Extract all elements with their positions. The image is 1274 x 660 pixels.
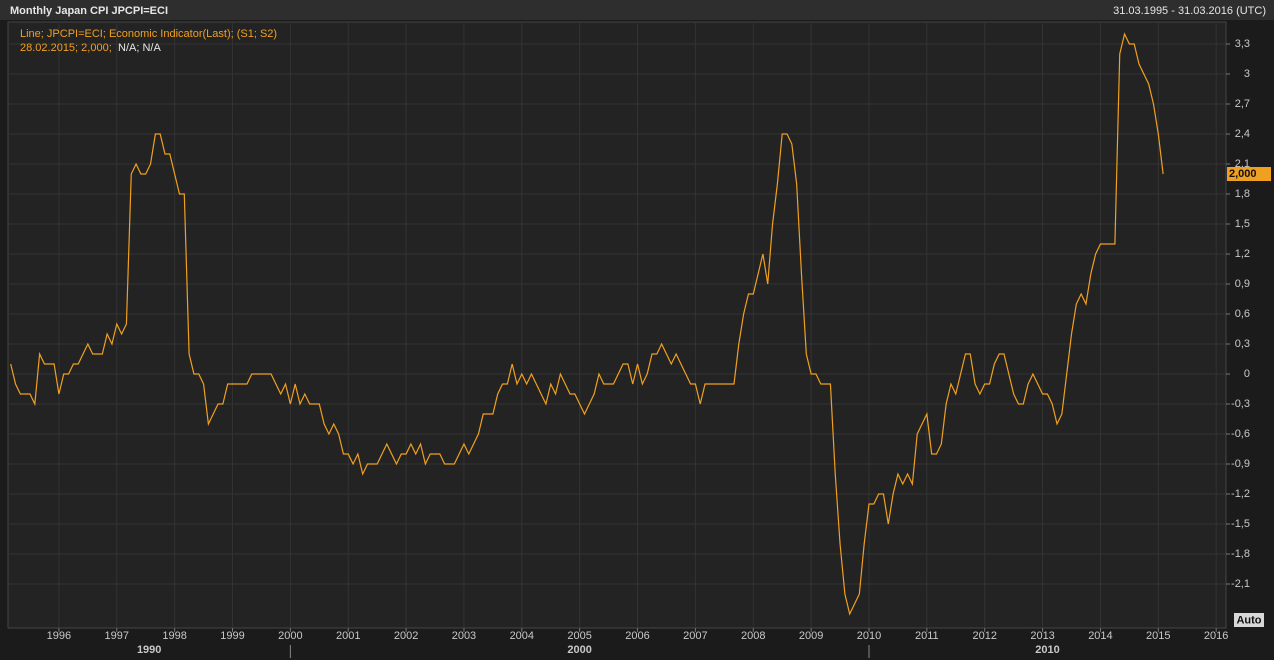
x-tick-label: 2012 — [972, 630, 996, 642]
auto-button[interactable] — [1234, 613, 1264, 627]
series-line — [10, 32, 1164, 616]
y-tick-label: -2,1 — [1231, 578, 1250, 590]
x-tick-label: 2011 — [915, 630, 939, 642]
y-tick-label: 1,2 — [1235, 248, 1250, 260]
y-tick-label: 0,3 — [1235, 338, 1250, 350]
y-tick-label: 3 — [1244, 68, 1250, 80]
x-tick-label: 2010 — [857, 630, 881, 642]
x-tick-label: 2003 — [452, 630, 476, 642]
x-tick-label: 2013 — [1030, 630, 1054, 642]
chart-title: Monthly Japan CPI JPCPI=ECI — [10, 5, 168, 17]
legend-extra: N/A; N/A — [118, 42, 161, 54]
y-tick-label: -1,2 — [1231, 488, 1250, 500]
y-tick-label: -0,9 — [1231, 458, 1250, 470]
x-tick-label: 2000 — [278, 630, 302, 642]
y-tick-label: 3,3 — [1235, 38, 1250, 50]
plot-area — [7, 21, 1227, 629]
y-tick-label: -0,3 — [1231, 398, 1250, 410]
x-tick-label: 1997 — [105, 630, 129, 642]
y-tick-label: 2,7 — [1235, 98, 1250, 110]
y-tick-label: -1,5 — [1231, 518, 1250, 530]
x-tick-label: 2002 — [394, 630, 418, 642]
x-tick-label: 2004 — [510, 630, 534, 642]
y-tick-label: 0,6 — [1235, 308, 1250, 320]
marks — [10, 32, 1164, 616]
grid — [8, 22, 1230, 632]
x-tick-label: 2016 — [1204, 630, 1228, 642]
y-tick-label: -1,8 — [1231, 548, 1250, 560]
header-bar — [0, 0, 1274, 20]
decade-label: 1990 — [137, 644, 161, 656]
y-tick-label: 2,1 — [1235, 158, 1250, 170]
decade-label: 2000 — [567, 644, 591, 656]
y-tick-label: 0 — [1244, 368, 1250, 380]
x-tick-label: 1996 — [47, 630, 71, 642]
x-tick-label: 2007 — [683, 630, 707, 642]
x-tick-label: 2014 — [1088, 630, 1112, 642]
x-tick-label: 2009 — [799, 630, 823, 642]
y-tick-label: 1,8 — [1235, 188, 1250, 200]
last-value-tag — [1227, 167, 1271, 181]
y-tick-label: 0,9 — [1235, 278, 1250, 290]
decade-label: 2010 — [1035, 644, 1059, 656]
y-tick-label: 1,5 — [1235, 218, 1250, 230]
x-tick-label: 1999 — [220, 630, 244, 642]
x-tick-label: 2001 — [336, 630, 360, 642]
last-value-label: 2,000 — [1229, 168, 1257, 180]
auto-button-label[interactable]: Auto — [1236, 614, 1261, 626]
y-tick-label: -0,6 — [1231, 428, 1250, 440]
legend-detail: 28.02.2015; 2,000; — [20, 42, 112, 54]
x-tick-label: 2015 — [1146, 630, 1170, 642]
x-tick-label: 2005 — [567, 630, 591, 642]
y-tick-label: 2,4 — [1235, 128, 1250, 140]
x-tick-label: 2006 — [625, 630, 649, 642]
date-range: 31.03.1995 - 31.03.2016 (UTC) — [1113, 5, 1266, 17]
x-tick-label: 2008 — [741, 630, 765, 642]
legend-entry: Line; JPCPI=ECI; Economic Indicator(Last… — [20, 28, 277, 40]
x-tick-label: 1998 — [162, 630, 186, 642]
